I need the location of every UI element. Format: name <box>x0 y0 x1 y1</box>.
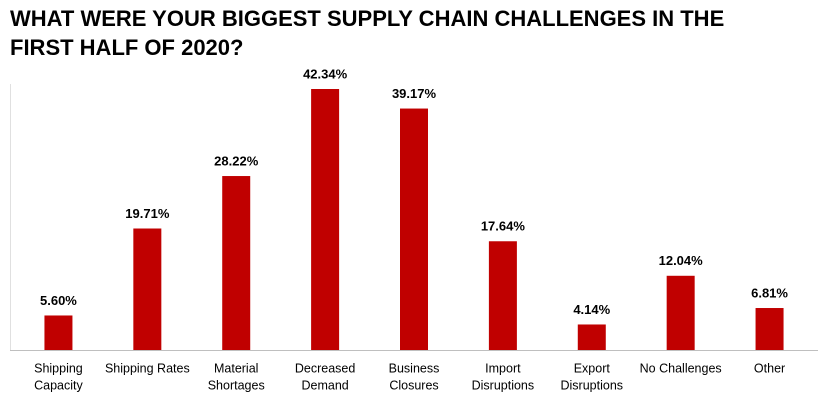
x-tick-label: Disruptions <box>472 378 535 392</box>
value-label: 19.71% <box>125 206 170 221</box>
x-tick-label: Decreased <box>295 361 355 375</box>
x-tick-label: Capacity <box>34 378 83 392</box>
x-tick-label: Export <box>574 361 611 375</box>
bar <box>44 315 73 350</box>
x-tick-label: Shortages <box>208 378 265 392</box>
bar <box>133 228 162 350</box>
value-label: 4.14% <box>573 302 610 317</box>
value-label: 17.64% <box>481 219 526 234</box>
value-label: 39.17% <box>392 86 437 101</box>
value-label: 12.04% <box>659 253 704 268</box>
value-label: 5.60% <box>40 293 77 308</box>
x-tick-label: Demand <box>301 378 348 392</box>
x-tick-label: Material <box>214 361 258 375</box>
bar <box>488 241 517 350</box>
x-tick-label: Disruptions <box>561 378 624 392</box>
x-tick-label: No Challenges <box>640 361 722 375</box>
x-tick-label: Closures <box>389 378 438 392</box>
chart-title: WHAT WERE YOUR BIGGEST SUPPLY CHAIN CHAL… <box>10 6 724 31</box>
bar <box>311 89 340 350</box>
value-label: 42.34% <box>303 66 348 81</box>
x-tick-label: Other <box>754 361 785 375</box>
bar <box>400 108 428 350</box>
x-tick-label: Shipping <box>34 361 83 375</box>
value-label: 28.22% <box>214 153 259 168</box>
x-tick-label: Import <box>485 361 521 375</box>
bar <box>666 275 695 350</box>
bar <box>755 308 784 350</box>
value-label: 6.81% <box>751 285 788 300</box>
bar <box>222 176 251 350</box>
chart-title: FIRST HALF OF 2020? <box>10 35 243 60</box>
bar <box>577 324 606 350</box>
x-tick-label: Business <box>389 361 440 375</box>
x-tick-label: Shipping Rates <box>105 361 190 375</box>
